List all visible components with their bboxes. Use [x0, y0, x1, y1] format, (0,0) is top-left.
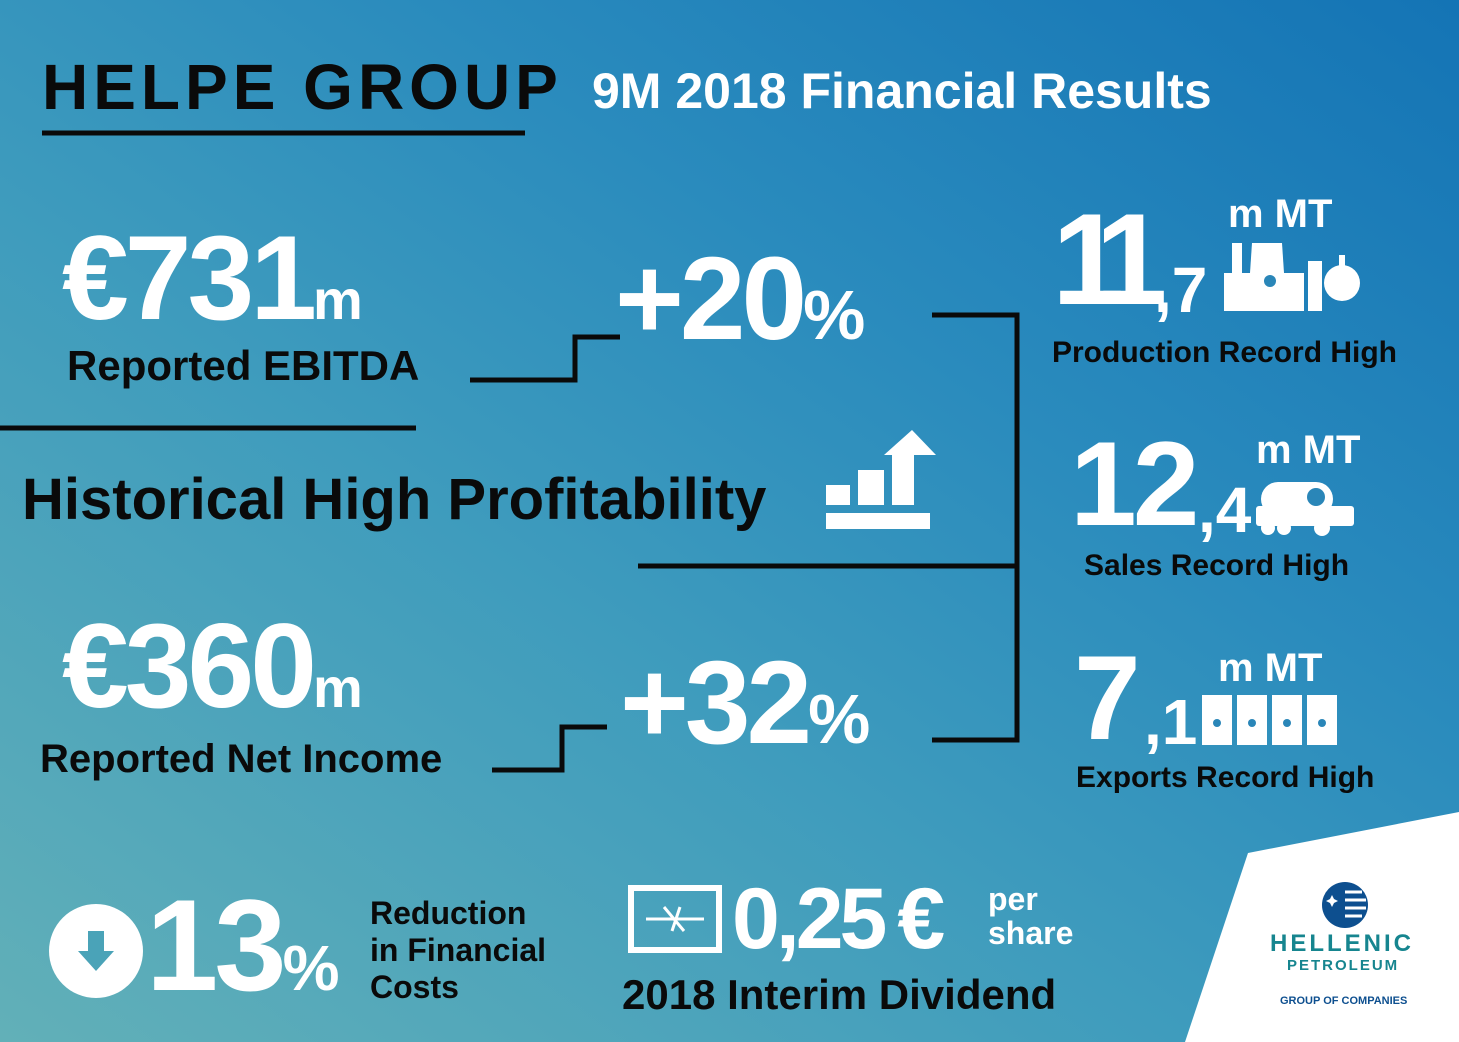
financial-costs-label: Reduction in Financial Costs — [370, 895, 547, 1005]
ebitda-value: €731m — [62, 218, 363, 338]
dividend-label: 2018 Interim Dividend — [622, 971, 1057, 1018]
banknote-icon — [628, 885, 722, 953]
euro-sign: € — [62, 211, 129, 345]
logo-panel — [1185, 812, 1459, 1042]
exports-label: Exports Record High — [1076, 761, 1375, 794]
net-income-step-line — [492, 724, 607, 773]
sales-label: Sales Record High — [1084, 549, 1350, 582]
logo-hellenic: HELLENIC — [1270, 930, 1414, 957]
ebitda-label: Reported EBITDA — [67, 342, 420, 389]
down-arrow-circle-icon — [49, 904, 143, 998]
dividend-value: 0,25 € — [732, 871, 945, 967]
ebitda-unit: m — [312, 268, 363, 331]
logo-petroleum: PETROLEUM — [1287, 957, 1400, 974]
tanker-truck-icon — [1256, 482, 1354, 536]
net-income-label: Reported Net Income — [40, 737, 443, 781]
net-income-value: €360m — [62, 599, 363, 733]
barrels-icon — [1202, 695, 1337, 745]
exports-value: 7 — [1074, 631, 1141, 765]
ebitda-number: 731 — [124, 211, 317, 345]
ebitda-step-line — [470, 334, 620, 383]
production-label: Production Record High — [1052, 336, 1397, 369]
growth-chart-icon — [826, 430, 936, 529]
production-decimal: ,7 — [1154, 254, 1208, 326]
production-unit: m MT — [1228, 192, 1333, 236]
production-value: 11 — [1052, 186, 1168, 332]
exports-decimal: ,1 — [1144, 686, 1198, 758]
page-title: HELPE GROUP — [42, 51, 563, 123]
refinery-icon — [1224, 243, 1360, 311]
right-bracket — [932, 312, 1020, 743]
dividend-per-share: per share — [988, 881, 1074, 951]
sales-decimal: ,4 — [1198, 474, 1252, 546]
headline: Historical High Profitability — [22, 467, 767, 532]
logo-group: GROUP OF COMPANIES — [1280, 995, 1408, 1007]
net-income-number: 360 — [124, 599, 317, 733]
net-income-change: +32% — [620, 637, 871, 769]
financial-costs-value: 13% — [146, 872, 340, 1018]
sales-value: 12 — [1070, 417, 1199, 551]
hellenic-petroleum-logo-icon — [1322, 882, 1368, 928]
sales-unit: m MT — [1256, 428, 1361, 472]
ebitda-change: +20% — [615, 233, 866, 365]
exports-unit: m MT — [1218, 646, 1323, 690]
page-subtitle: 9M 2018 Financial Results — [592, 63, 1212, 119]
